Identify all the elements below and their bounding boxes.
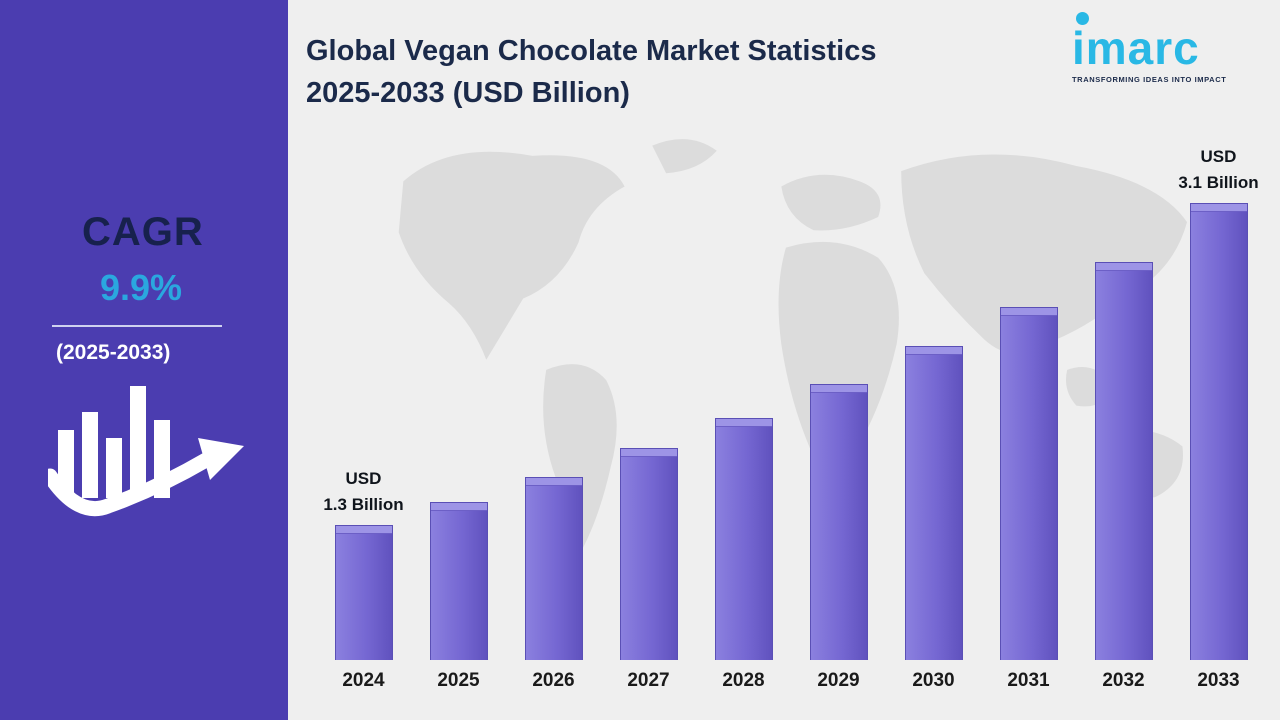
cagr-value: 9.9%	[100, 267, 183, 308]
title-line1: Global Vegan Chocolate Market Statistics	[306, 35, 877, 67]
bar-column: USD 1.3 Billion 2024	[316, 122, 411, 702]
cagr-sidebar: CAGR 9.9% (2025-2033)	[0, 0, 288, 720]
bar-value-annotation: USD 3.1 Billion	[1178, 147, 1259, 192]
x-axis-label: 2029	[817, 670, 860, 691]
bar-column: USD 3.1 Billion 2033	[1171, 122, 1266, 702]
bar-2031	[999, 307, 1058, 660]
bar-2026	[524, 477, 583, 660]
logo-dot-icon	[1076, 12, 1089, 25]
bar-column: 2030	[886, 122, 981, 702]
bar-column: 2025	[411, 122, 506, 702]
cagr-label: CAGR	[82, 210, 204, 254]
bar-2024	[334, 525, 393, 660]
x-axis-label: 2033	[1197, 670, 1240, 691]
x-axis-label: 2032	[1102, 670, 1145, 691]
bar-column: 2029	[791, 122, 886, 702]
bar-2025	[429, 502, 488, 660]
bar-2030	[904, 346, 963, 660]
bar-column: 2028	[696, 122, 791, 702]
bar-chart: USD 1.3 Billion 2024 2025 2026 2027 2028 2029 2…	[316, 122, 1266, 702]
title-line2: 2025-2033 (USD Billion)	[306, 77, 630, 110]
x-axis-label: 2026	[532, 670, 575, 691]
bar-2028	[714, 418, 773, 660]
x-axis-label: 2031	[1007, 670, 1050, 691]
logo-wordmark: imarc	[1072, 22, 1200, 74]
cagr-period: (2025-2033)	[56, 341, 171, 364]
bar-chart-growth-arrow-icon	[42, 368, 248, 533]
chart-panel: Global Vegan Chocolate Market Statistics…	[288, 0, 1280, 720]
cagr-divider	[52, 325, 222, 327]
x-axis-label: 2028	[722, 670, 765, 691]
logo-tagline: TRANSFORMING IDEAS INTO IMPACT	[1072, 74, 1227, 84]
page-title: Global Vegan Chocolate Market Statistics…	[306, 30, 1086, 114]
bar-2032	[1094, 262, 1153, 660]
cagr-block: CAGR 9.9% (2025-2033)	[0, 210, 288, 365]
x-axis-label: 2030	[912, 670, 955, 691]
bar-column: 2026	[506, 122, 601, 702]
bar-2033	[1189, 203, 1248, 660]
x-axis-label: 2024	[342, 670, 385, 691]
bar-value-annotation: USD 1.3 Billion	[323, 469, 404, 514]
bar-column: 2031	[981, 122, 1076, 702]
imarc-logo: imarc TRANSFORMING IDEAS INTO IMPACT	[1072, 12, 1262, 84]
x-axis-label: 2027	[627, 670, 670, 691]
x-axis-label: 2025	[437, 670, 480, 691]
bar-2029	[809, 384, 868, 660]
bar-column: 2032	[1076, 122, 1171, 702]
bar-column: 2027	[601, 122, 696, 702]
bar-2027	[619, 448, 678, 660]
